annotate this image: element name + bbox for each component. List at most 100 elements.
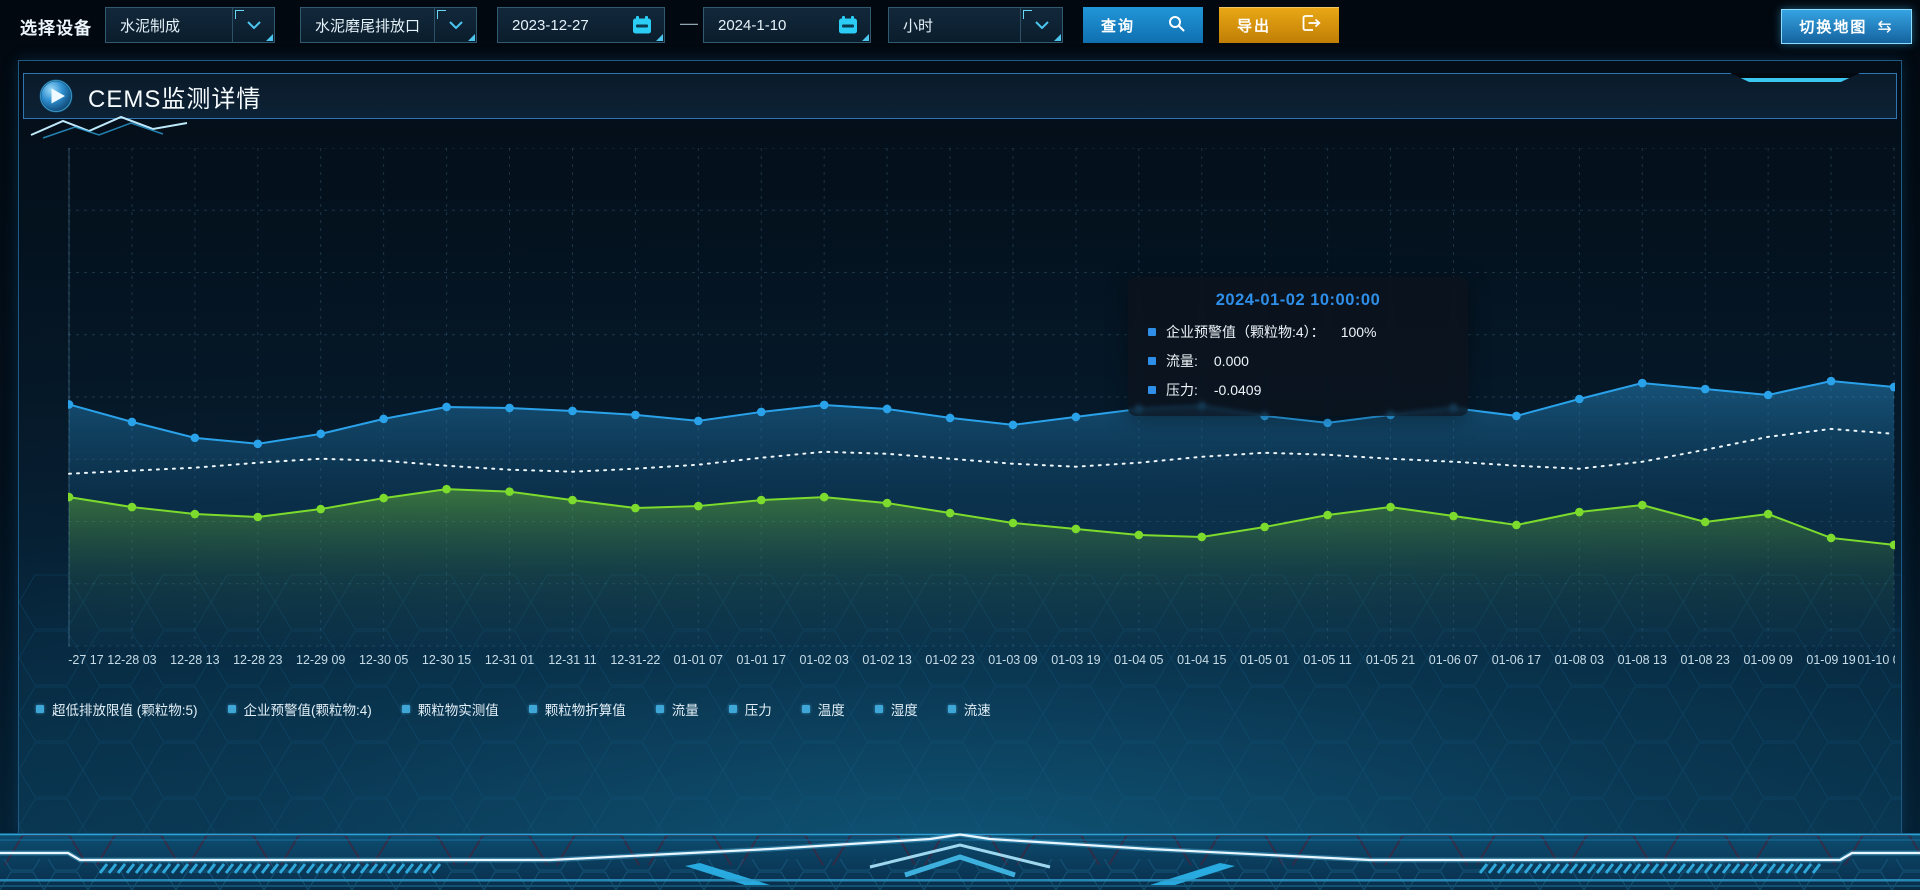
chevron-down-icon: [232, 8, 274, 42]
legend-marker-icon: [227, 705, 236, 713]
tooltip-row-value: 100%: [1340, 324, 1377, 340]
outlet-value: 水泥磨尾排放口: [315, 17, 421, 35]
production-line-select[interactable]: 水泥制成: [105, 7, 275, 43]
svg-text:01-03 09: 01-03 09: [988, 653, 1037, 667]
legend-marker-icon: [874, 705, 883, 713]
panel-title: CEMS监测详情: [88, 85, 262, 113]
svg-text:12-28 03: 12-28 03: [107, 653, 156, 667]
legend-label: 流量: [671, 703, 699, 718]
svg-text:01-08 03: 01-08 03: [1555, 653, 1604, 667]
svg-text:01-05 21: 01-05 21: [1366, 653, 1415, 667]
legend-item[interactable]: 企业预警值(颗粒物:4): [227, 699, 372, 719]
svg-text:01-09 19: 01-09 19: [1806, 653, 1855, 667]
header-chevron-decoration: [30, 115, 188, 139]
tooltip-row: 压力: -0.0409: [1148, 380, 1448, 400]
chevron-down-icon: [434, 8, 476, 42]
end-date-input[interactable]: 2024-1-10: [703, 7, 871, 43]
svg-text:01-01 07: 01-01 07: [674, 653, 723, 667]
svg-text:12-29 09: 12-29 09: [296, 653, 345, 667]
legend-marker-icon: [728, 705, 737, 713]
svg-text:01-05 11: 01-05 11: [1303, 653, 1351, 667]
svg-text:01-10 05: 01-10 05: [1857, 653, 1895, 667]
export-button-label: 导出: [1237, 17, 1272, 35]
legend-marker-icon: [655, 705, 664, 713]
tooltip-row-value: 0.000: [1213, 353, 1249, 369]
legend-item[interactable]: 温度: [801, 699, 845, 719]
legend-item[interactable]: 压力: [728, 699, 772, 719]
legend-item[interactable]: 颗粒物实测值: [401, 699, 499, 719]
svg-text:12-28 13: 12-28 13: [170, 653, 219, 667]
tooltip-row-value: -0.0409: [1213, 382, 1262, 398]
calendar-icon: [826, 8, 870, 42]
chevron-down-icon: [1020, 8, 1062, 42]
legend-label: 企业预警值(颗粒物:4): [243, 703, 372, 718]
legend-label: 超低排放限值 (颗粒物:5): [52, 703, 198, 718]
series-marker-icon: [1148, 328, 1156, 336]
legend-label: 颗粒物折算值: [544, 703, 626, 718]
switch-map-button[interactable]: 切换地图 ⇆: [1781, 9, 1912, 44]
legend-item[interactable]: 颗粒物折算值: [528, 699, 626, 719]
svg-text:01-02 23: 01-02 23: [925, 653, 974, 667]
export-button[interactable]: 导出: [1219, 7, 1339, 43]
svg-text:12-27 17: 12-27 17: [68, 653, 104, 667]
legend-label: 压力: [744, 703, 772, 718]
series-marker-icon: [1148, 386, 1156, 394]
chart-legend: 超低排放限值 (颗粒物:5) 企业预警值(颗粒物:4) 颗粒物实测值 颗粒物折算值 流量…: [36, 699, 991, 719]
svg-text:12-31 11: 12-31 11: [548, 653, 596, 667]
export-icon: [1302, 15, 1321, 35]
svg-text:01-02 13: 01-02 13: [862, 653, 911, 667]
svg-text:01-08 13: 01-08 13: [1618, 653, 1667, 667]
svg-text:01-04 15: 01-04 15: [1177, 653, 1226, 667]
calendar-icon: [620, 8, 664, 42]
legend-item[interactable]: 超低排放限值 (颗粒物:5): [36, 699, 198, 719]
legend-item[interactable]: 湿度: [874, 699, 918, 719]
play-icon: [39, 79, 73, 113]
svg-text:01-01 17: 01-01 17: [737, 653, 786, 667]
svg-text:12-31 01: 12-31 01: [485, 653, 534, 667]
svg-text:12-30 05: 12-30 05: [359, 653, 408, 667]
svg-text:01-06 07: 01-06 07: [1429, 653, 1478, 667]
toolbar: 选择设备 水泥制成 水泥磨尾排放口 2023-12-27: [0, 0, 1920, 52]
tooltip-row-label: 流量:: [1166, 353, 1198, 369]
footer-decoration: [0, 831, 1920, 890]
switch-map-label: 切换地图: [1799, 19, 1868, 36]
chart-tooltip: 2024-01-02 10:00:00 企业预警值（颗粒物:4）： 100% 流…: [1128, 277, 1468, 416]
svg-text:12-30 15: 12-30 15: [422, 653, 471, 667]
svg-text:01-08 23: 01-08 23: [1681, 653, 1730, 667]
legend-item[interactable]: 流速: [947, 699, 991, 719]
start-date-input[interactable]: 2023-12-27: [497, 7, 665, 43]
legend-marker-icon: [801, 705, 810, 713]
swap-arrows-icon: ⇆: [1877, 16, 1894, 37]
query-button-label: 查询: [1101, 17, 1136, 35]
legend-marker-icon: [36, 705, 44, 713]
date-range-separator: —: [680, 13, 698, 33]
svg-text:12-31-22: 12-31-22: [610, 653, 660, 667]
legend-label: 湿度: [890, 703, 918, 718]
interval-select[interactable]: 小时: [888, 7, 1063, 43]
svg-text:01-04 05: 01-04 05: [1114, 653, 1163, 667]
svg-text:01-06 17: 01-06 17: [1492, 653, 1541, 667]
outlet-select[interactable]: 水泥磨尾排放口: [300, 7, 477, 43]
legend-item[interactable]: 流量: [655, 699, 699, 719]
svg-text:01-05 01: 01-05 01: [1240, 653, 1289, 667]
panel-header: CEMS监测详情: [23, 73, 1897, 119]
end-date-value: 2024-1-10: [718, 16, 787, 34]
tooltip-row: 流量: 0.000: [1148, 351, 1448, 371]
legend-label: 流速: [963, 703, 991, 718]
svg-text:01-03 19: 01-03 19: [1051, 653, 1100, 667]
start-date-value: 2023-12-27: [512, 16, 589, 34]
tooltip-row-label: 压力:: [1166, 382, 1198, 398]
svg-text:01-02 03: 01-02 03: [799, 653, 848, 667]
tooltip-row-label: 企业预警值（颗粒物:4）：: [1166, 324, 1325, 340]
legend-label: 颗粒物实测值: [417, 703, 499, 718]
series-marker-icon: [1148, 357, 1156, 365]
svg-text:01-09 09: 01-09 09: [1743, 653, 1792, 667]
tooltip-timestamp: 2024-01-02 10:00:00: [1215, 291, 1381, 309]
query-button[interactable]: 查询: [1083, 7, 1203, 43]
svg-text:12-28 23: 12-28 23: [233, 653, 282, 667]
device-select-label: 选择设备: [20, 19, 92, 38]
legend-marker-icon: [401, 705, 410, 713]
